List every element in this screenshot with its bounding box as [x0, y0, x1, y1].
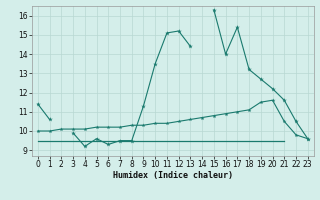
X-axis label: Humidex (Indice chaleur): Humidex (Indice chaleur)	[113, 171, 233, 180]
